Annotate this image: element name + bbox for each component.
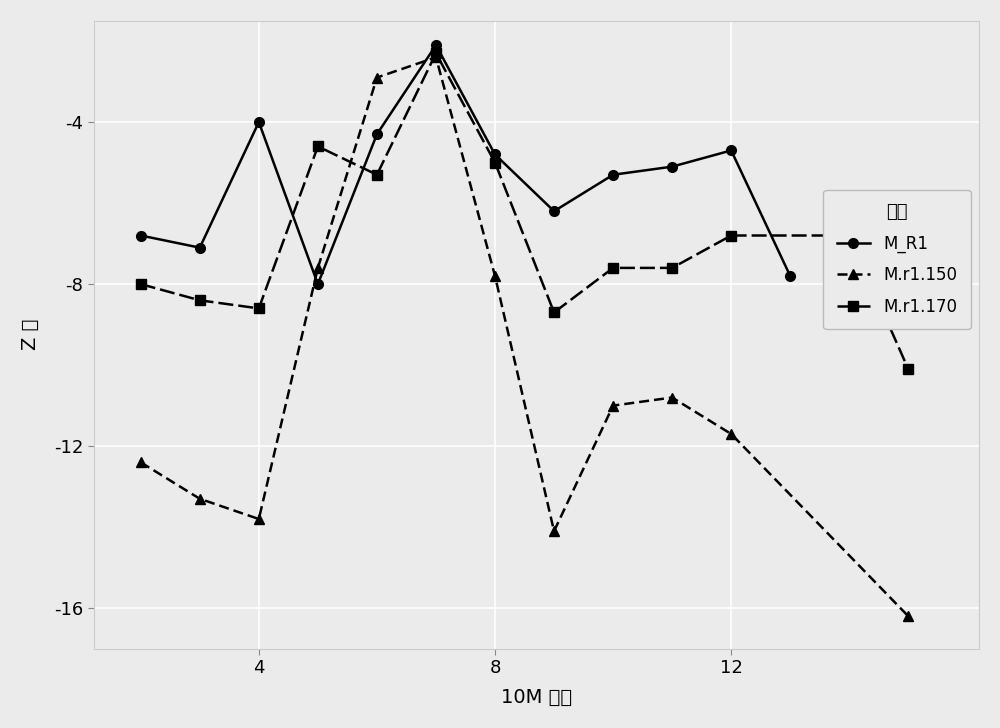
M_R1: [489, 150, 501, 159]
M.r1.150: [312, 264, 324, 272]
Line: M.r1.170: M.r1.170: [136, 48, 913, 374]
M_R1: [784, 272, 796, 280]
Y-axis label: Z 値: Z 値: [21, 319, 40, 350]
M.r1.170: [902, 365, 914, 373]
M_R1: [548, 207, 560, 215]
M.r1.150: [548, 527, 560, 536]
M.r1.170: [666, 264, 678, 272]
M.r1.150: [902, 612, 914, 620]
M.r1.150: [607, 401, 619, 410]
M_R1: [371, 130, 383, 138]
M.r1.170: [607, 264, 619, 272]
M.r1.150: [253, 515, 265, 523]
Line: M.r1.150: M.r1.150: [136, 52, 913, 621]
M_R1: [430, 41, 442, 50]
M.r1.170: [430, 49, 442, 58]
M_R1: [666, 162, 678, 171]
M.r1.170: [135, 280, 147, 288]
M.r1.170: [312, 142, 324, 151]
M_R1: [607, 170, 619, 179]
M.r1.150: [371, 74, 383, 82]
M.r1.170: [253, 304, 265, 313]
X-axis label: 10M 窗口: 10M 窗口: [501, 688, 572, 707]
M.r1.170: [843, 231, 855, 240]
Legend: M_R1, M.r1.150, M.r1.170: M_R1, M.r1.150, M.r1.170: [823, 190, 971, 329]
M.r1.150: [194, 494, 206, 503]
M.r1.150: [725, 430, 737, 438]
M.r1.150: [666, 393, 678, 402]
M_R1: [725, 146, 737, 155]
M.r1.170: [371, 170, 383, 179]
M.r1.170: [194, 296, 206, 305]
M_R1: [135, 231, 147, 240]
M.r1.170: [725, 231, 737, 240]
M.r1.150: [430, 53, 442, 62]
M.r1.150: [135, 458, 147, 467]
Line: M_R1: M_R1: [136, 40, 795, 289]
M_R1: [253, 118, 265, 127]
M.r1.150: [489, 272, 501, 280]
M_R1: [312, 280, 324, 288]
M.r1.170: [548, 308, 560, 317]
M_R1: [194, 243, 206, 252]
M.r1.170: [489, 158, 501, 167]
